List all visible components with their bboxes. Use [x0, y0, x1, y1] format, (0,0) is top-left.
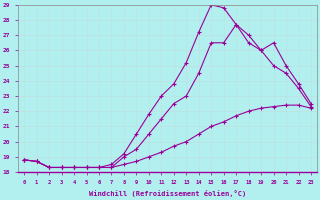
X-axis label: Windchill (Refroidissement éolien,°C): Windchill (Refroidissement éolien,°C): [89, 190, 246, 197]
